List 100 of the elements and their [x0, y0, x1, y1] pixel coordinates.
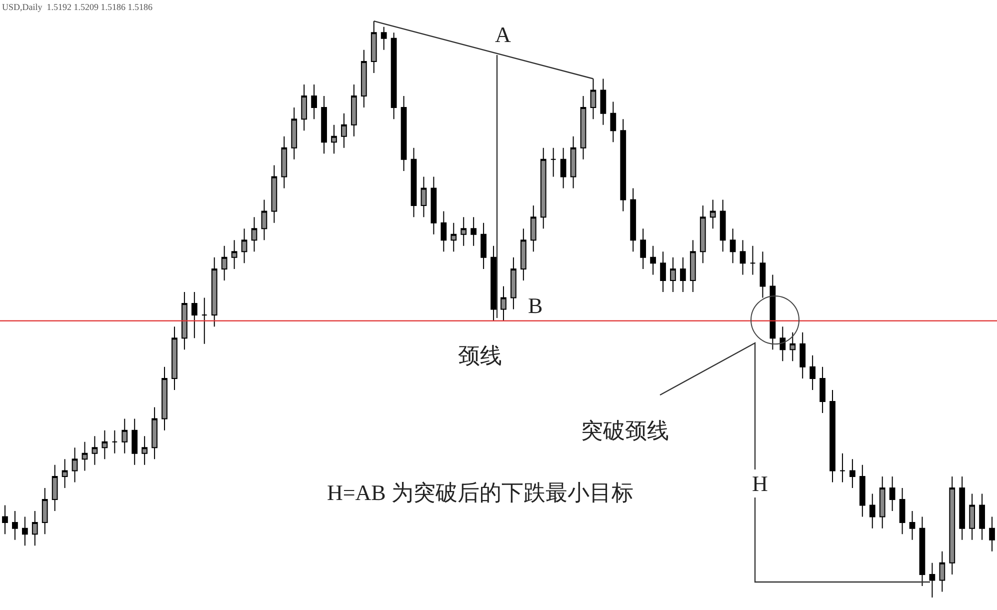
candlestick — [182, 292, 188, 350]
candlestick — [909, 510, 916, 540]
candlestick — [879, 476, 886, 529]
candlestick — [162, 366, 168, 431]
candlestick — [979, 493, 985, 540]
annotation: 突破颈线 — [581, 418, 669, 443]
candlestick — [580, 96, 586, 160]
candlestick — [560, 147, 566, 189]
candlestick — [710, 199, 716, 230]
candlestick — [889, 476, 896, 512]
candlestick — [460, 216, 467, 246]
candlestick — [840, 452, 846, 483]
candlestick — [670, 256, 676, 292]
text: USD,Daily 1.5192 1.5209 1.5186 1.5186 — [2, 2, 153, 12]
candlestick — [989, 516, 995, 552]
candlestick — [32, 510, 38, 546]
candlestick — [142, 436, 148, 466]
candlestick — [810, 354, 816, 390]
candlestick — [350, 84, 357, 137]
candlestick — [959, 476, 966, 540]
candlestick — [720, 199, 726, 252]
candlestick — [380, 26, 387, 50]
candlestick — [660, 251, 666, 292]
candlestick — [72, 447, 78, 483]
candlestick — [172, 326, 178, 390]
candlestick — [390, 32, 397, 120]
candlestick — [102, 430, 108, 460]
candlestick — [281, 136, 288, 189]
candlestick — [630, 188, 636, 252]
candlestick — [92, 436, 98, 466]
annotation: H — [752, 471, 768, 496]
candlestick — [122, 418, 128, 454]
candlestick — [949, 476, 956, 575]
annotation: B — [528, 293, 543, 318]
candlestick — [790, 332, 796, 362]
candlestick — [760, 251, 766, 298]
candlestick — [2, 504, 8, 535]
annotation: H=AB 为突破后的下跌最小目标 — [327, 480, 634, 505]
candlestick — [42, 487, 48, 535]
candlestick — [132, 418, 138, 466]
candlestick — [112, 430, 118, 454]
candlestick — [261, 199, 268, 241]
candlestick — [610, 101, 616, 143]
candlestick — [540, 147, 546, 230]
candlestick — [570, 136, 576, 189]
candlestick — [969, 493, 976, 540]
candlestick — [370, 20, 377, 74]
candlestick — [849, 458, 856, 488]
candlestick — [550, 147, 556, 178]
candlestick — [700, 205, 706, 264]
candlestick — [321, 96, 327, 154]
candlestick — [430, 176, 437, 235]
candlestick — [420, 176, 427, 218]
candlestick — [869, 493, 876, 529]
candlestick — [899, 487, 906, 535]
candlestick — [770, 274, 776, 350]
candlestick — [590, 78, 596, 120]
candlestick — [241, 228, 248, 264]
candlestick — [470, 216, 477, 246]
candlestick — [410, 147, 417, 218]
candlestick — [211, 256, 218, 328]
candlestick — [650, 245, 656, 276]
candlestick — [780, 326, 786, 362]
candlestick — [690, 240, 696, 292]
candlestick — [82, 441, 88, 472]
candlestick — [440, 210, 447, 252]
candlestick — [341, 112, 347, 148]
candlestick — [400, 96, 407, 172]
candlestick — [640, 228, 646, 270]
candlestick — [939, 550, 946, 592]
candlestick — [221, 245, 228, 281]
candlestick — [730, 228, 736, 264]
candlestick — [830, 389, 836, 483]
candlestick — [62, 458, 68, 488]
candlestick — [231, 240, 238, 270]
candlestick — [600, 78, 606, 126]
candlestick — [152, 406, 158, 460]
candlestick — [750, 245, 756, 276]
candlestick — [510, 256, 516, 310]
candlestick — [919, 516, 926, 586]
candlestick — [490, 245, 496, 322]
candlestick — [480, 222, 486, 270]
candlestick — [251, 216, 258, 252]
candlestick — [620, 118, 626, 212]
candlestick — [520, 228, 526, 281]
candlestick — [530, 205, 536, 252]
candlestick — [929, 562, 936, 598]
candlestick — [52, 464, 58, 512]
candlestick — [301, 84, 308, 132]
candlestick — [800, 332, 806, 379]
candlestick — [331, 124, 337, 154]
candlestick — [201, 297, 208, 344]
candlestick — [820, 366, 826, 414]
ref-line-label: 颈线 — [458, 343, 502, 368]
candlestick — [680, 256, 686, 292]
candlestick — [450, 222, 457, 252]
candlestick — [360, 49, 367, 108]
annotation: A — [495, 22, 511, 47]
candlestick — [291, 107, 298, 160]
candlestick — [311, 84, 317, 120]
